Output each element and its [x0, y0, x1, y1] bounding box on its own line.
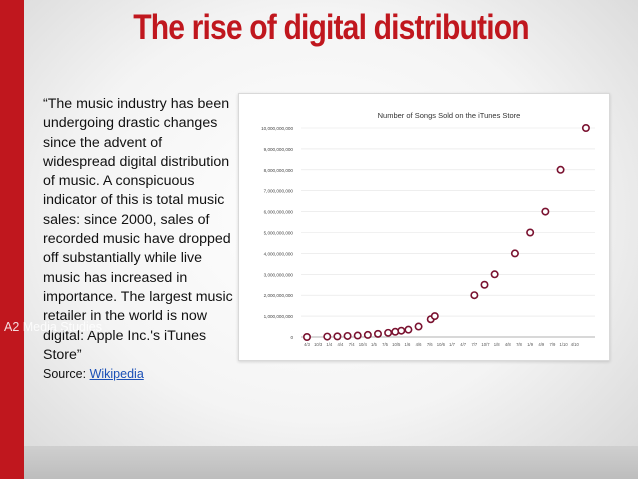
x-tick-label: 7/8 — [516, 342, 522, 347]
data-point — [526, 228, 535, 237]
chart-grid — [301, 127, 595, 338]
data-point — [404, 325, 413, 334]
x-tick-label: 4/3 — [304, 342, 310, 347]
x-tick-label: 10/6 — [437, 342, 446, 347]
data-point — [384, 328, 393, 337]
y-tick-label: 8,000,000,000 — [264, 168, 294, 173]
x-tick-label: 1/7 — [449, 342, 455, 347]
data-point — [303, 333, 312, 342]
x-tick-label: 7/9 — [550, 342, 556, 347]
x-tick-label: 7/6 — [427, 342, 433, 347]
x-tick-label: 4/9 — [538, 342, 544, 347]
data-point — [490, 270, 499, 279]
data-point — [510, 249, 519, 258]
y-tick-label: 1,000,000,000 — [264, 314, 294, 319]
y-tick-label: 5,000,000,000 — [264, 231, 294, 236]
source-label: Source: — [43, 367, 87, 382]
y-tick-label: 10,000,000,000 — [261, 126, 293, 131]
data-point — [430, 312, 439, 321]
x-tick-label: 4/6 — [416, 342, 422, 347]
watermark: A2 Media Studies — [4, 320, 102, 334]
x-axis-ticks: 4/3 10/3 1/4 4/4 7/4 10/4 1/5 7/5 10/5 1/6 4/6 7/6 1… — [304, 342, 579, 347]
x-tick-label: 1/10 — [560, 342, 569, 347]
bottom-band — [24, 446, 638, 479]
data-point — [363, 330, 372, 339]
y-tick-label: 0 — [290, 335, 293, 340]
x-tick-label: 7/7 — [471, 342, 477, 347]
source-line: Source: Wikipedia — [43, 365, 233, 384]
data-point — [480, 280, 489, 289]
y-tick-label: 2,000,000,000 — [264, 293, 294, 298]
x-tick-label: 10/5 — [392, 342, 401, 347]
y-tick-label: 9,000,000,000 — [264, 147, 294, 152]
x-tick-label: 7/4 — [349, 342, 355, 347]
data-point — [541, 207, 550, 216]
x-tick-label: 4/10 — [571, 342, 580, 347]
x-tick-label: 1/8 — [494, 342, 500, 347]
data-point — [374, 329, 383, 338]
x-tick-label: 1/4 — [326, 342, 332, 347]
x-tick-label: 4/4 — [338, 342, 344, 347]
data-point — [397, 326, 406, 335]
quote-text: “The music industry has been undergoing … — [43, 96, 233, 363]
x-tick-label: 1/5 — [371, 342, 377, 347]
y-tick-label: 4,000,000,000 — [264, 251, 294, 256]
data-point — [556, 165, 565, 174]
x-tick-label: 7/5 — [382, 342, 388, 347]
x-tick-label: 10/3 — [314, 342, 323, 347]
chart-frame: Number of Songs Sold on the iTunes Store… — [238, 93, 610, 361]
x-tick-label: 10/4 — [359, 342, 368, 347]
x-tick-label: 4/7 — [460, 342, 466, 347]
y-tick-label: 6,000,000,000 — [264, 210, 294, 215]
y-tick-label: 3,000,000,000 — [264, 272, 294, 277]
y-axis-ticks: 0 1,000,000,000 2,000,000,000 3,000,000,000… — [261, 126, 293, 340]
y-tick-label: 7,000,000,000 — [264, 189, 294, 194]
x-tick-label: 4/8 — [505, 342, 511, 347]
x-tick-label: 1/6 — [405, 342, 411, 347]
data-point — [343, 331, 352, 340]
data-point — [581, 123, 590, 132]
left-accent-bar — [0, 0, 24, 479]
chart-points — [303, 123, 590, 342]
data-point — [353, 331, 362, 340]
chart-title: Number of Songs Sold on the iTunes Store — [378, 111, 521, 120]
data-point — [470, 291, 479, 300]
data-point — [333, 332, 342, 341]
source-link[interactable]: Wikipedia — [89, 367, 144, 382]
data-point — [323, 332, 332, 341]
quote-block: “The music industry has been undergoing … — [43, 95, 233, 384]
songs-sold-chart: Number of Songs Sold on the iTunes Store… — [261, 111, 595, 347]
data-point — [414, 322, 423, 331]
slide-title: The rise of digital distribution — [133, 8, 529, 47]
x-tick-label: 10/7 — [481, 342, 490, 347]
x-tick-label: 1/9 — [527, 342, 533, 347]
